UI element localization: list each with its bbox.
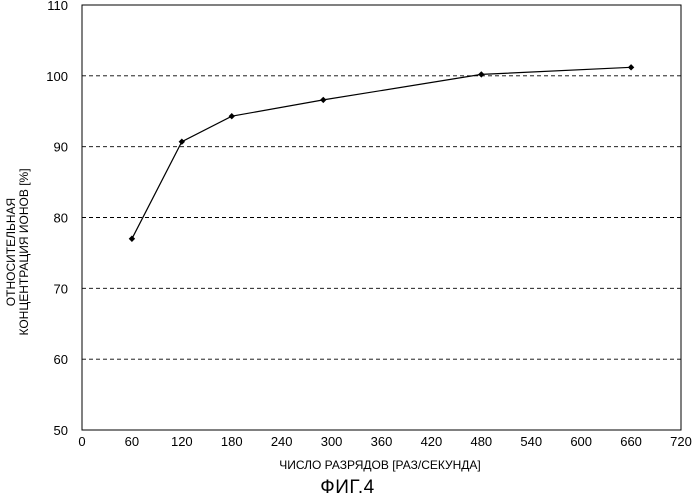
y-tick-label: 100	[46, 69, 68, 84]
gridlines	[82, 76, 681, 359]
x-tick-label: 360	[371, 434, 393, 449]
x-tick-label: 600	[570, 434, 592, 449]
y-axis-label-line2: КОНЦЕНТРАЦИЯ ИОНОВ [%]	[18, 168, 31, 335]
series-line	[132, 67, 631, 239]
y-tick-label: 90	[54, 140, 68, 155]
data-point	[320, 97, 326, 103]
x-tick-label: 180	[221, 434, 243, 449]
data-point	[478, 71, 484, 77]
x-tick-label: 480	[470, 434, 492, 449]
figure-caption: ФИГ.4	[0, 477, 695, 499]
y-tick-label: 110	[47, 0, 68, 13]
data-point	[129, 236, 135, 242]
x-tick-labels: 0 60 120 180 240 300 360 420 480 540 600 660 720	[78, 434, 691, 449]
x-tick-label: 720	[670, 434, 692, 449]
x-tick-label: 240	[271, 434, 293, 449]
data-point	[229, 113, 235, 119]
y-tick-label: 60	[54, 352, 68, 367]
x-tick-label: 660	[620, 434, 642, 449]
x-axis-label: ЧИСЛО РАЗРЯДОВ [РАЗ/СЕКУНДА]	[80, 458, 680, 472]
data-series	[129, 64, 635, 242]
data-point	[179, 139, 185, 145]
x-tick-label: 60	[125, 434, 139, 449]
y-tick-label: 80	[54, 211, 68, 226]
x-tick-label: 420	[421, 434, 443, 449]
data-point	[628, 64, 634, 70]
y-tick-label: 50	[54, 423, 68, 438]
x-tick-label: 120	[171, 434, 193, 449]
x-tick-label: 300	[321, 434, 343, 449]
y-tick-label: 70	[54, 281, 68, 296]
x-tick-label: 0	[78, 434, 85, 449]
y-tick-labels: 50 60 70 80 90 100 110	[46, 0, 68, 438]
x-tick-label: 540	[520, 434, 542, 449]
